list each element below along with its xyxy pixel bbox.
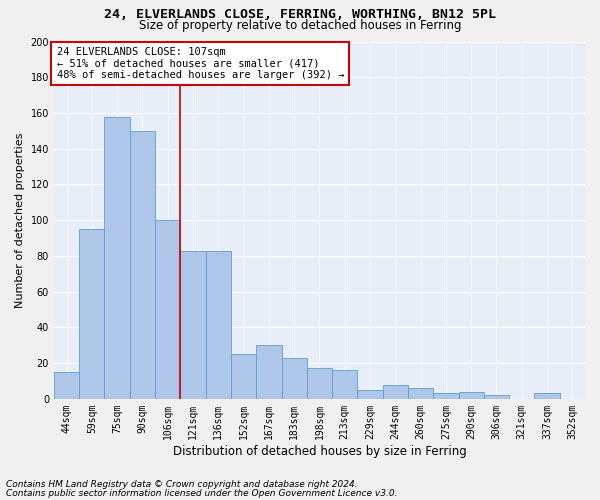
Y-axis label: Number of detached properties: Number of detached properties [15,132,25,308]
Bar [281,358,307,399]
Bar [484,396,509,399]
Bar [383,384,408,399]
Bar [104,116,130,399]
Text: Contains public sector information licensed under the Open Government Licence v3: Contains public sector information licen… [6,489,398,498]
X-axis label: Distribution of detached houses by size in Ferring: Distribution of detached houses by size … [173,444,466,458]
Text: 24 ELVERLANDS CLOSE: 107sqm
← 51% of detached houses are smaller (417)
48% of se: 24 ELVERLANDS CLOSE: 107sqm ← 51% of det… [56,47,344,80]
Bar [206,250,231,399]
Bar [358,390,383,399]
Bar [256,345,281,399]
Bar [535,394,560,399]
Bar [433,394,458,399]
Text: 24, ELVERLANDS CLOSE, FERRING, WORTHING, BN12 5PL: 24, ELVERLANDS CLOSE, FERRING, WORTHING,… [104,8,496,20]
Text: Contains HM Land Registry data © Crown copyright and database right 2024.: Contains HM Land Registry data © Crown c… [6,480,358,489]
Bar [79,229,104,399]
Bar [54,372,79,399]
Bar [458,392,484,399]
Bar [332,370,358,399]
Bar [408,388,433,399]
Bar [307,368,332,399]
Text: Size of property relative to detached houses in Ferring: Size of property relative to detached ho… [139,18,461,32]
Bar [181,250,206,399]
Bar [231,354,256,399]
Bar [130,131,155,399]
Bar [155,220,181,399]
